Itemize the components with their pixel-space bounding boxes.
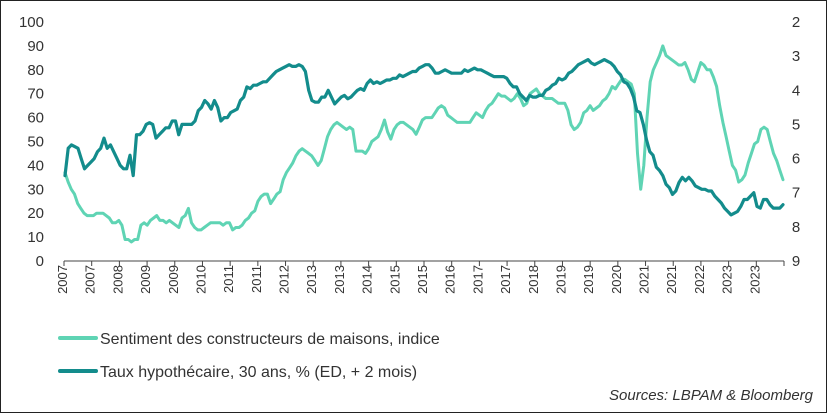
x-tick-label: 2007 — [55, 265, 70, 294]
left-y-tick-label: 10 — [27, 229, 44, 246]
x-tick-label: 2016 — [443, 265, 458, 294]
series-line-sentiment — [63, 44, 785, 244]
left-y-tick-label: 100 — [19, 14, 44, 31]
series-line-mortgage-rate — [63, 57, 785, 217]
x-tick-label: 2018 — [526, 265, 541, 294]
x-tick-label: 2009 — [138, 265, 153, 294]
left-y-tick-label: 30 — [27, 181, 44, 198]
legend-label-mortgage-rate: Taux hypothécaire, 30 ans, % (ED, + 2 mo… — [100, 364, 417, 381]
right-y-tick-label: 8 — [792, 219, 800, 236]
x-tick-label: 2023 — [720, 265, 735, 294]
x-tick-label: 2012 — [277, 265, 292, 294]
x-tick-label: 2015 — [387, 265, 402, 294]
left-y-tick-label: 20 — [27, 205, 44, 222]
left-y-tick-label: 70 — [27, 86, 44, 103]
x-axis: 2007 2007 2008 2009 2009 2010 2011 2011 2012 2013… — [55, 261, 785, 294]
x-tick-label: 2009 — [166, 265, 181, 294]
x-tick-label: 2017 — [470, 265, 485, 294]
right-y-tick-label: 9 — [792, 253, 800, 270]
x-tick-label: 2023 — [747, 265, 762, 294]
left-y-tick-label: 80 — [27, 62, 44, 79]
x-tick-label: 2019 — [581, 265, 596, 294]
right-y-tick-label: 2 — [792, 14, 800, 31]
x-tick-label: 2008 — [110, 265, 125, 294]
right-y-axis: 2 3 4 5 6 7 8 9 — [792, 14, 800, 270]
left-y-tick-label: 60 — [27, 110, 44, 127]
x-tick-label: 2021 — [637, 265, 652, 294]
right-y-tick-label: 4 — [792, 82, 800, 99]
left-y-tick-label: 40 — [27, 157, 44, 174]
x-tick-label: 2010 — [193, 265, 208, 294]
left-y-axis: 0 10 20 30 40 50 60 70 80 90 100 — [19, 14, 44, 270]
legend-label-sentiment: Sentiment des constructeurs de maisons, … — [100, 331, 440, 348]
x-tick-label: 2020 — [609, 265, 624, 294]
x-tick-label: 2007 — [83, 265, 98, 294]
left-y-tick-label: 0 — [36, 253, 44, 270]
legend: Sentiment des constructeurs de maisons, … — [58, 331, 440, 381]
x-tick-label: 2011 — [221, 265, 236, 293]
left-y-tick-label: 50 — [27, 134, 44, 151]
right-y-tick-label: 5 — [792, 116, 800, 133]
x-tick-label: 2013 — [304, 265, 319, 294]
x-tick-label: 2019 — [553, 265, 568, 294]
right-y-tick-label: 3 — [792, 48, 800, 65]
series-layer — [63, 44, 785, 244]
x-tick-label: 2011 — [249, 265, 264, 293]
x-tick-label: 2022 — [692, 265, 707, 294]
right-y-tick-label: 7 — [792, 185, 800, 202]
x-tick-label: 2015 — [415, 265, 430, 294]
x-tick-label: 2017 — [498, 265, 513, 294]
source-note: Sources: LBPAM & Bloomberg — [609, 387, 814, 404]
x-tick-label: 2013 — [332, 265, 347, 294]
left-y-tick-label: 90 — [27, 38, 44, 55]
x-tick-label: 2014 — [360, 265, 375, 294]
x-tick-label: 2021 — [664, 265, 679, 294]
right-y-tick-label: 6 — [792, 151, 800, 168]
